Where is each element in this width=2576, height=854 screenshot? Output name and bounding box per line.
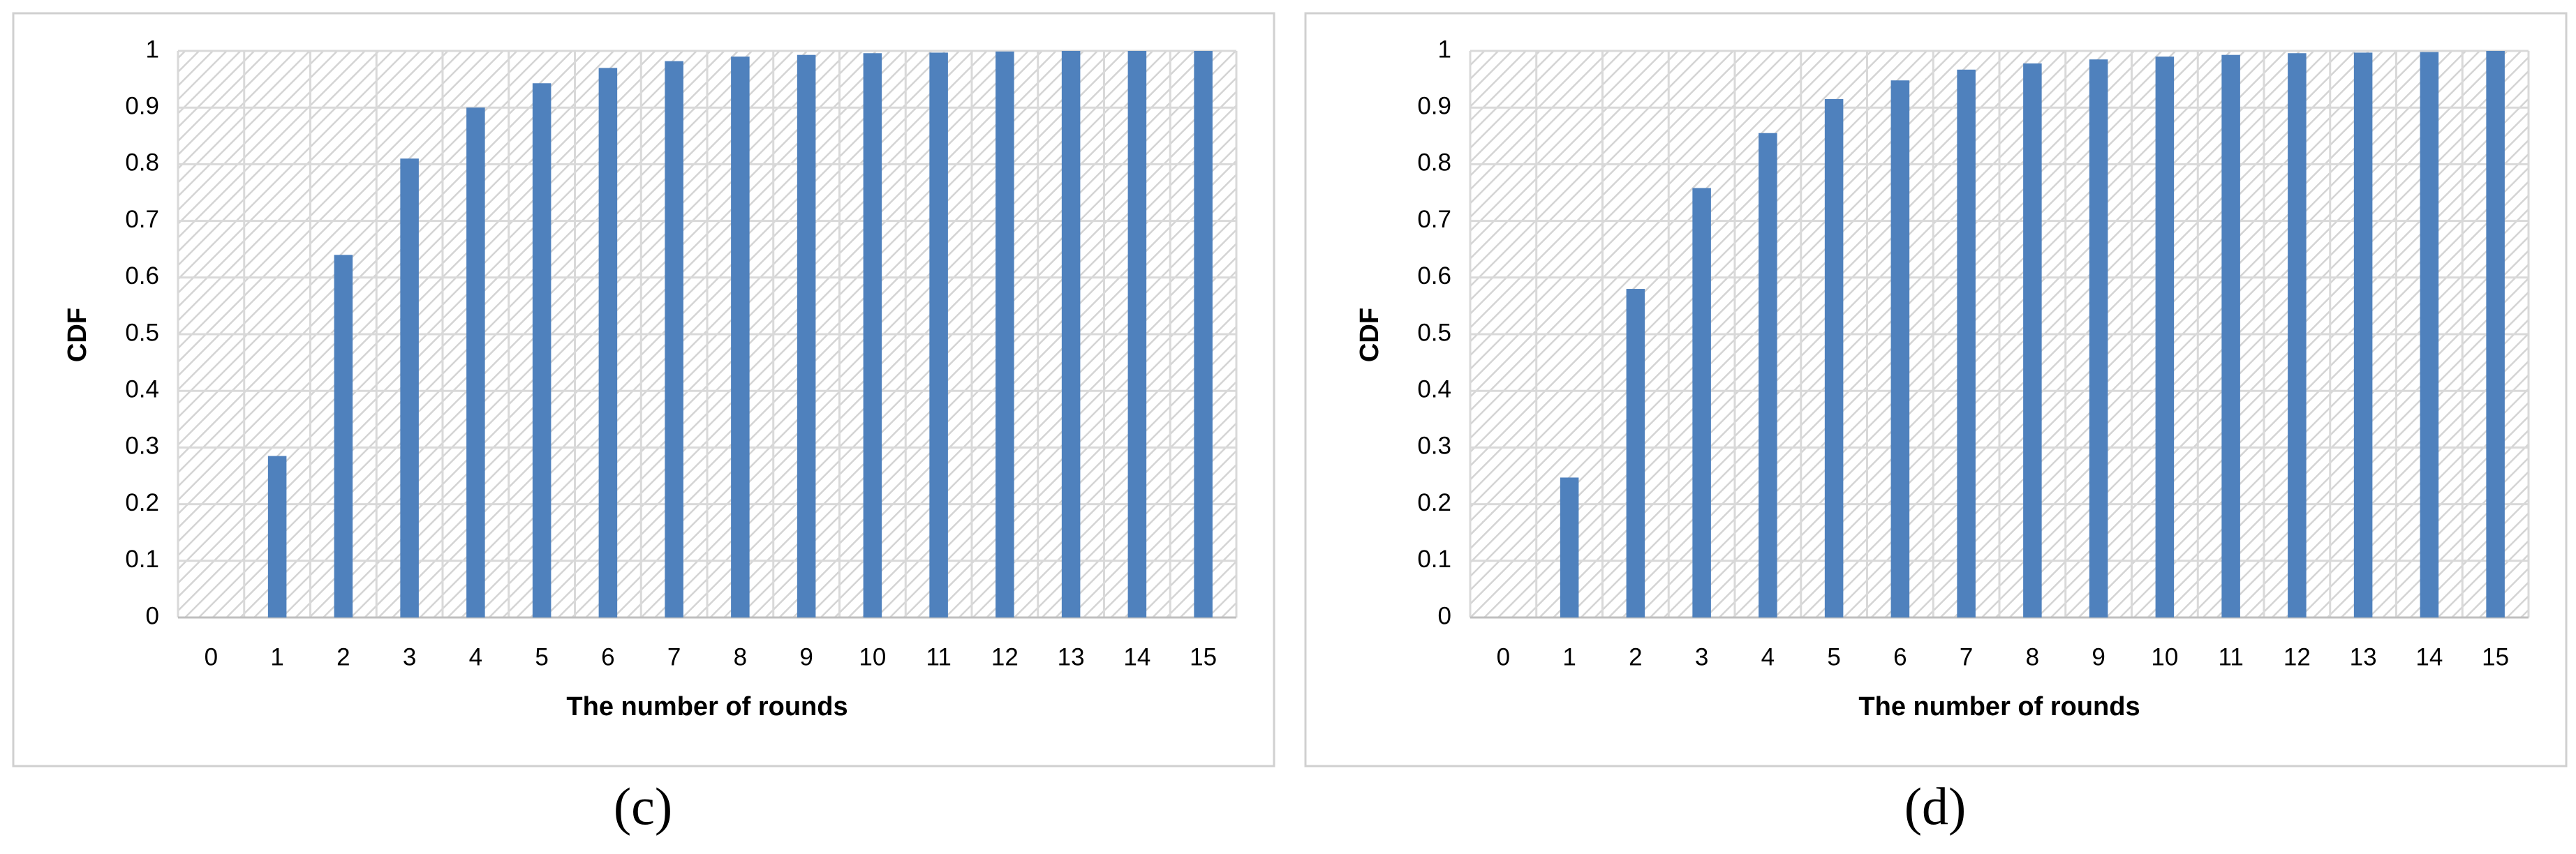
y-tick-label: 0.4 — [1417, 375, 1451, 403]
bar — [334, 255, 353, 617]
x-tick-label: 7 — [667, 643, 681, 671]
x-tick-label: 6 — [1893, 643, 1907, 671]
x-tick-label: 1 — [270, 643, 283, 671]
y-tick-label: 0 — [1438, 602, 1451, 629]
x-tick-label: 14 — [1123, 643, 1150, 671]
x-tick-label: 11 — [926, 643, 951, 671]
y-tick-label: 0.9 — [1417, 92, 1451, 119]
bar — [2155, 57, 2175, 618]
bar — [1890, 80, 1910, 617]
y-tick-label: 0.6 — [1417, 262, 1451, 290]
y-tick-label: 0.5 — [1417, 319, 1451, 346]
y-tick-label: 0.7 — [1417, 206, 1451, 233]
x-tick-label: 1 — [1562, 643, 1576, 671]
x-tick-label: 8 — [2026, 643, 2039, 671]
y-tick-label: 0.5 — [125, 319, 159, 346]
y-tick-label: 0.7 — [125, 206, 159, 233]
bar — [466, 107, 485, 617]
y-tick-label: 0.9 — [125, 92, 159, 119]
x-tick-label: 10 — [2151, 643, 2178, 671]
x-tick-label: 12 — [2283, 643, 2311, 671]
bar — [2420, 52, 2439, 617]
x-tick-label: 4 — [469, 643, 482, 671]
bar — [1127, 51, 1147, 617]
bar — [267, 456, 287, 617]
y-tick-label: 1 — [1438, 36, 1451, 63]
bar — [532, 83, 552, 617]
y-tick-label: 0.3 — [125, 433, 159, 460]
y-tick-label: 0.3 — [1417, 433, 1451, 460]
x-tick-label: 9 — [2092, 643, 2105, 671]
bar — [863, 53, 882, 618]
x-tick-label: 15 — [2482, 643, 2509, 671]
x-tick-label: 15 — [1190, 643, 1217, 671]
x-tick-label: 2 — [1629, 643, 1642, 671]
x-tick-label: 3 — [403, 643, 416, 671]
y-tick-label: 0.1 — [125, 546, 159, 573]
x-tick-label: 6 — [601, 643, 614, 671]
x-tick-label: 5 — [535, 643, 548, 671]
x-tick-label: 8 — [734, 643, 747, 671]
bar — [1824, 99, 1844, 617]
y-tick-label: 0.6 — [125, 262, 159, 290]
bar — [400, 158, 419, 617]
bar — [1194, 51, 1213, 617]
bar — [797, 54, 816, 617]
y-tick-label: 0.4 — [125, 375, 159, 403]
bar — [665, 61, 683, 618]
y-tick-label: 0.1 — [1417, 546, 1451, 573]
y-tick-label: 0.2 — [125, 489, 159, 516]
bar — [1560, 477, 1579, 617]
y-tick-label: 1 — [146, 36, 159, 63]
x-tick-label: 12 — [991, 643, 1019, 671]
x-tick-label: 11 — [2218, 643, 2243, 671]
bar — [731, 57, 750, 618]
bar — [2023, 63, 2042, 617]
bar — [598, 68, 618, 618]
y-axis-title: CDF — [63, 308, 92, 362]
bar — [929, 52, 948, 618]
x-tick-label: 3 — [1695, 643, 1708, 671]
x-tick-label: 5 — [1827, 643, 1840, 671]
x-tick-label: 7 — [1960, 643, 1973, 671]
x-axis-title: The number of rounds — [566, 692, 847, 721]
y-tick-label: 0.8 — [125, 149, 159, 177]
x-tick-label: 10 — [859, 643, 886, 671]
bar — [1061, 51, 1081, 617]
panel-label: (c) — [614, 777, 672, 836]
x-tick-label: 4 — [1761, 643, 1775, 671]
bar — [2486, 51, 2505, 617]
y-tick-label: 0.8 — [1417, 149, 1451, 177]
bar — [2221, 54, 2240, 617]
bar — [1957, 69, 1976, 617]
bar — [2353, 52, 2373, 618]
x-tick-label: 14 — [2415, 643, 2443, 671]
x-axis-title: The number of rounds — [1858, 692, 2140, 721]
x-tick-label: 0 — [205, 643, 218, 671]
x-tick-label: 0 — [1497, 643, 1510, 671]
bar — [1626, 289, 1645, 617]
x-tick-label: 2 — [336, 643, 350, 671]
x-tick-label: 13 — [1058, 643, 1085, 671]
bar — [1692, 188, 1711, 617]
bar — [1759, 133, 1777, 618]
y-tick-label: 0.2 — [1417, 489, 1451, 516]
panel-label: (d) — [1904, 777, 1967, 836]
x-tick-label: 9 — [799, 643, 813, 671]
y-tick-label: 0 — [146, 602, 159, 629]
bar — [2288, 53, 2307, 618]
y-axis-title: CDF — [1355, 308, 1384, 362]
bar — [2089, 59, 2108, 618]
bar — [995, 51, 1014, 617]
x-tick-label: 13 — [2350, 643, 2377, 671]
